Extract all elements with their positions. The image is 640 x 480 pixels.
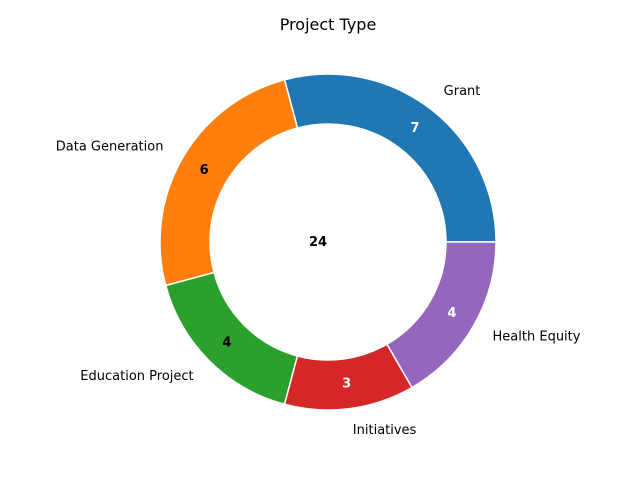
slice-value-initiatives: 3 [342,376,351,391]
slice-grant [283,73,497,243]
slice-education-project [164,271,299,406]
slice-value-education-project: 4 [222,336,231,351]
slice-value-health-equity: 4 [447,306,456,321]
center-total-label: 24 [309,235,327,250]
slice-data-generation [159,78,299,287]
slice-label-education-project: Education Project [80,369,193,384]
slice-value-data-generation: 6 [200,163,209,178]
slice-value-grant: 7 [411,121,420,136]
slice-label-initiatives: Initiatives [353,423,417,438]
slice-label-grant: Grant [444,84,481,99]
chart-title: Project Type [280,15,377,34]
slice-label-data-generation: Data Generation [56,140,164,155]
labels-group: Grant 7 Data Generation 6 Education Project 4… [56,84,581,438]
slice-label-health-equity: Health Equity [493,330,581,345]
slices-group [159,73,497,411]
slice-health-equity [385,241,497,389]
